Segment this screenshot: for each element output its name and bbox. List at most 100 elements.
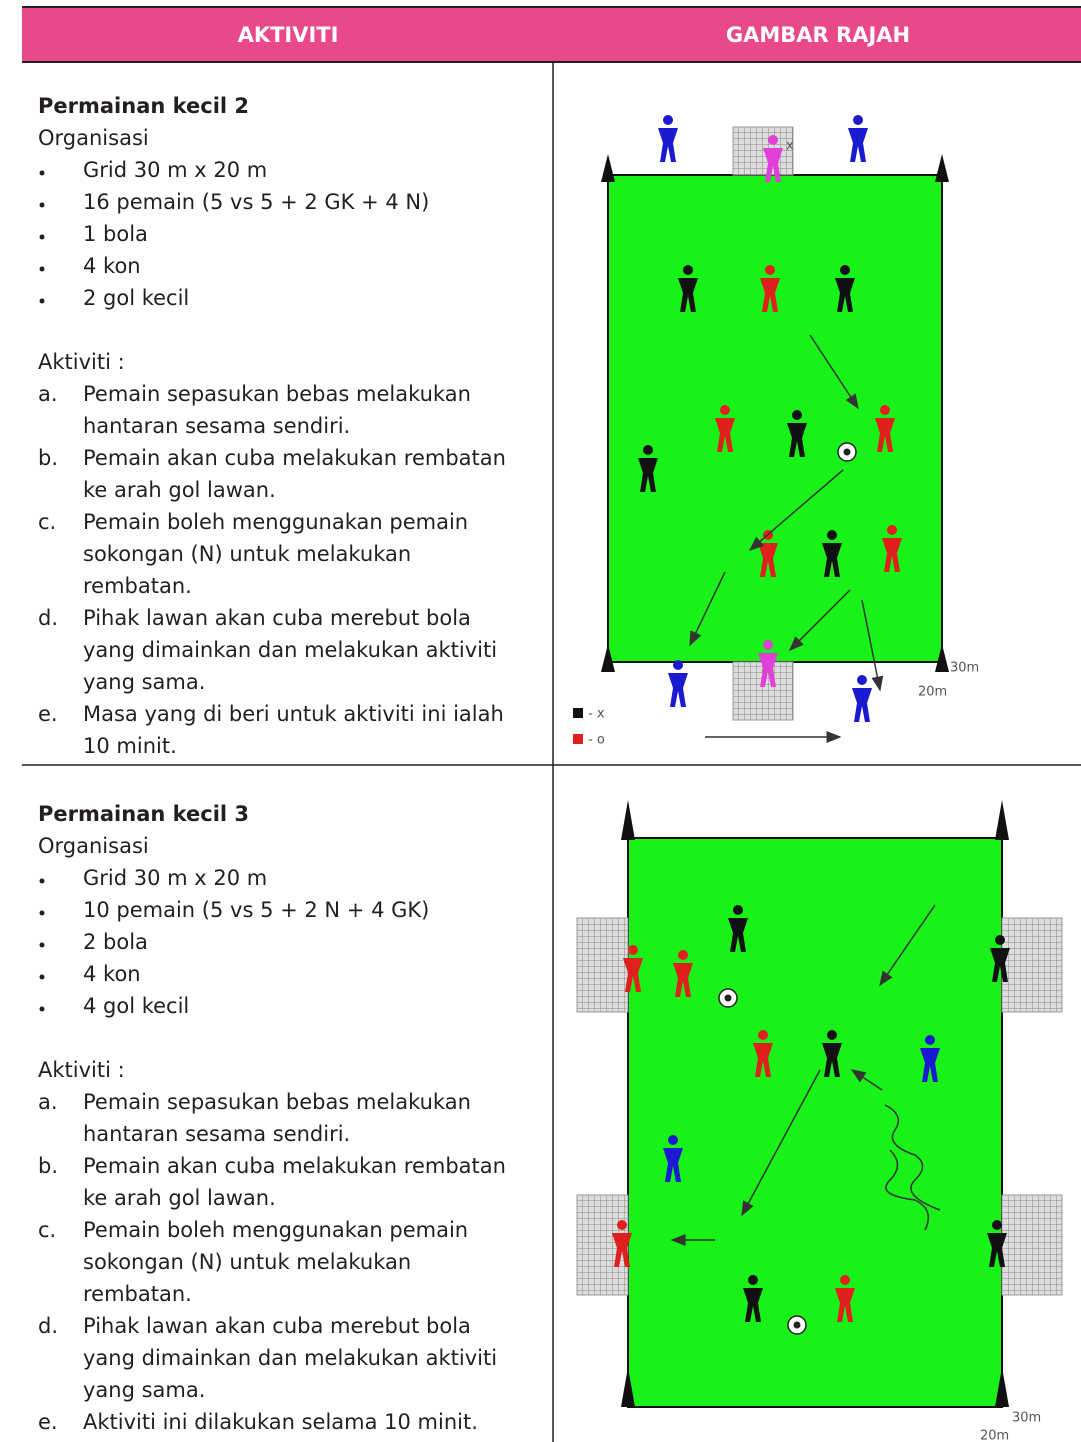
organisation-item: 1 bola xyxy=(83,222,148,246)
item-letter: b. xyxy=(38,1154,58,1178)
player-body xyxy=(852,688,872,722)
player-body xyxy=(987,1233,1007,1267)
item-text: yang sama. xyxy=(83,1378,205,1402)
player-body xyxy=(623,958,643,992)
legend-swatch xyxy=(573,734,583,744)
player-head xyxy=(887,525,897,535)
cone xyxy=(601,154,615,182)
activity-title: Permainan kecil 3 xyxy=(38,802,249,826)
legend-label: - o xyxy=(588,733,605,748)
arrow xyxy=(741,1069,821,1217)
width-label: 20m xyxy=(980,1429,1009,1442)
item-letter: e. xyxy=(38,702,58,726)
player-body xyxy=(668,673,688,707)
player-head xyxy=(840,1275,850,1285)
item-text: Pemain akan cuba melakukan rembatan xyxy=(83,446,506,470)
bullet xyxy=(39,266,45,272)
player-body xyxy=(728,918,748,952)
organisation-item: 4 kon xyxy=(83,962,141,986)
item-text: rembatan. xyxy=(83,574,192,598)
run-path xyxy=(884,1104,941,1211)
player-body xyxy=(678,278,698,312)
length-label: 30m xyxy=(1012,1411,1041,1426)
legend-swatch xyxy=(573,708,583,718)
arrow xyxy=(689,571,726,647)
item-letter: d. xyxy=(38,1314,58,1338)
column-header: AKTIVITI xyxy=(238,23,339,47)
player-body xyxy=(835,1288,855,1322)
player-body xyxy=(882,538,902,572)
arrow xyxy=(748,469,844,551)
column-header: GAMBAR RAJAH xyxy=(726,23,910,47)
player-head xyxy=(925,1035,935,1045)
item-text: yang sama. xyxy=(83,670,205,694)
ball-patch xyxy=(793,1321,801,1329)
item-letter: b. xyxy=(38,446,58,470)
player-head xyxy=(763,640,773,650)
organisation-item: 16 pemain (5 vs 5 + 2 GK + 4 N) xyxy=(83,190,429,214)
bullet xyxy=(39,202,45,208)
goal xyxy=(1001,1194,1063,1296)
arrow xyxy=(788,589,851,652)
section-heading: Organisasi xyxy=(38,126,149,150)
arrow xyxy=(879,904,936,987)
player-head xyxy=(768,135,778,145)
organisation-item: Grid 30 m x 20 m xyxy=(83,158,267,182)
player-head xyxy=(683,265,693,275)
player-body xyxy=(758,653,778,687)
organisation-item: 4 kon xyxy=(83,254,141,278)
bullet xyxy=(39,234,45,240)
player-body xyxy=(612,1233,632,1267)
item-text: hantaran sesama sendiri. xyxy=(83,1122,350,1146)
player-head xyxy=(668,1135,678,1145)
item-letter: a. xyxy=(38,1090,58,1114)
player-head xyxy=(840,265,850,275)
goal xyxy=(732,126,794,176)
goal xyxy=(576,917,629,1013)
item-letter: d. xyxy=(38,606,58,630)
cone xyxy=(935,154,949,182)
bullet xyxy=(39,170,45,176)
cone xyxy=(935,644,949,672)
player-body xyxy=(715,418,735,452)
player-body xyxy=(743,1288,763,1322)
bullet xyxy=(39,878,45,884)
player-head xyxy=(857,675,867,685)
run-path xyxy=(885,1149,930,1231)
cone xyxy=(621,1367,635,1407)
player-body xyxy=(990,948,1010,982)
player-head xyxy=(827,530,837,540)
player-body xyxy=(875,418,895,452)
section-heading: Organisasi xyxy=(38,834,149,858)
player-body xyxy=(658,128,678,162)
item-text: Masa yang di beri untuk aktiviti ini ial… xyxy=(83,702,504,726)
section-heading: Aktiviti : xyxy=(38,1058,125,1082)
legend-label: - x xyxy=(588,707,605,722)
activity-title: Permainan kecil 2 xyxy=(38,94,249,118)
bullet xyxy=(39,1006,45,1012)
player-body xyxy=(822,543,842,577)
width-label: 20m xyxy=(918,685,947,700)
player-head xyxy=(628,945,638,955)
player-head xyxy=(733,905,743,915)
player-body xyxy=(753,1043,773,1077)
item-text: Aktiviti ini dilakukan selama 10 minit. xyxy=(83,1410,478,1434)
organisation-item: 10 pemain (5 vs 5 + 2 N + 4 GK) xyxy=(83,898,429,922)
player-body xyxy=(835,278,855,312)
arrow xyxy=(861,599,884,692)
player-head xyxy=(765,265,775,275)
item-text: yang dimainkan dan melakukan aktiviti xyxy=(83,1346,497,1370)
cone xyxy=(995,1367,1009,1407)
item-text: ke arah gol lawan. xyxy=(83,1186,276,1210)
player-head xyxy=(995,935,1005,945)
cone xyxy=(621,800,635,840)
item-text: Pemain boleh menggunakan pemain xyxy=(83,510,468,534)
player-head xyxy=(673,660,683,670)
player-body xyxy=(920,1048,940,1082)
organisation-item: Grid 30 m x 20 m xyxy=(83,866,267,890)
item-text: ke arah gol lawan. xyxy=(83,478,276,502)
player-body xyxy=(663,1148,683,1182)
player-head xyxy=(792,410,802,420)
